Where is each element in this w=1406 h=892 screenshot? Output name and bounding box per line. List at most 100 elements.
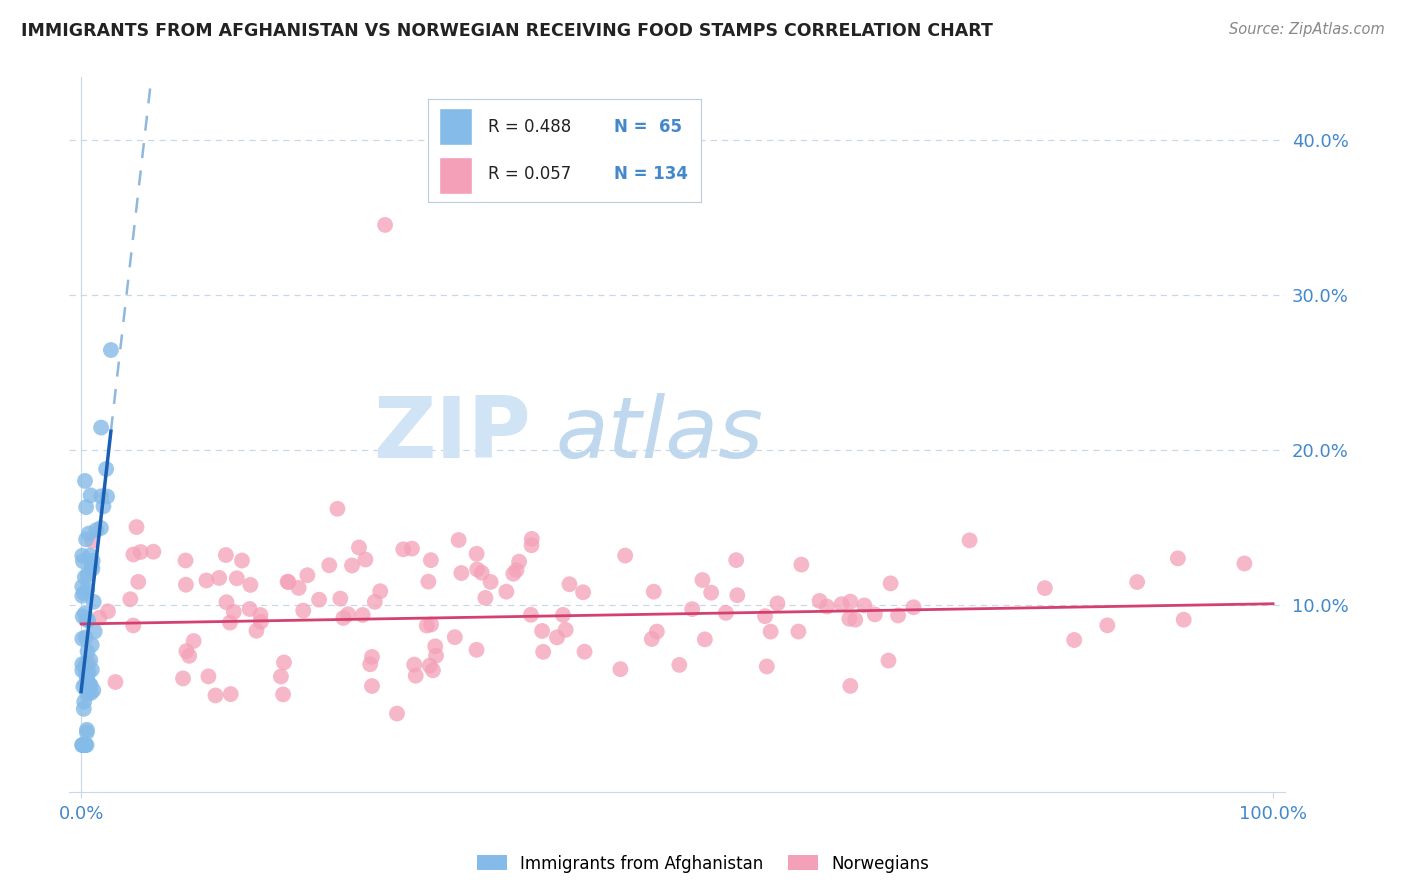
Point (450, 566, 472, 580)
Point (195, 574, 218, 588)
Point (725, 553, 748, 567)
Point (759, 624, 782, 639)
Point (838, 612, 860, 626)
Text: Source: ZipAtlas.com: Source: ZipAtlas.com (1229, 22, 1385, 37)
Point (277, 575, 299, 590)
Point (374, 218, 396, 232)
Point (385, 706, 408, 721)
Point (76, 669, 98, 683)
Point (318, 558, 340, 573)
Point (125, 520, 148, 534)
Point (418, 574, 440, 589)
Point (364, 595, 387, 609)
Point (520, 607, 543, 622)
Point (790, 558, 813, 572)
Point (787, 624, 810, 639)
Point (354, 552, 377, 566)
Point (222, 605, 245, 619)
Point (72, 632, 94, 646)
Point (75, 660, 97, 674)
Point (76, 725, 98, 739)
Point (73, 586, 96, 600)
Point (75, 738, 97, 752)
Point (903, 600, 925, 615)
Point (839, 679, 862, 693)
Point (72, 680, 94, 694)
Legend: Immigrants from Afghanistan, Norwegians: Immigrants from Afghanistan, Norwegians (470, 848, 936, 880)
Point (72, 664, 94, 678)
Point (197, 669, 219, 683)
Point (574, 645, 596, 659)
Point (225, 571, 247, 585)
Point (645, 624, 668, 639)
Point (668, 657, 690, 672)
Point (75, 665, 97, 680)
Point (572, 585, 595, 599)
Point (853, 599, 876, 613)
Point (75, 612, 97, 626)
Point (554, 623, 576, 637)
Point (297, 568, 319, 582)
Point (1033, 581, 1056, 595)
Point (179, 648, 201, 663)
Point (520, 538, 543, 552)
Point (520, 532, 543, 546)
Point (76, 671, 98, 685)
Point (1063, 632, 1085, 647)
Point (183, 634, 205, 648)
Point (239, 578, 262, 592)
Point (887, 608, 910, 623)
Point (82, 554, 104, 568)
Point (368, 584, 391, 599)
Point (90, 489, 112, 503)
Point (700, 585, 723, 599)
Point (443, 630, 465, 644)
Point (129, 545, 152, 559)
Point (120, 592, 142, 607)
Point (84, 523, 107, 537)
Point (641, 632, 664, 646)
Point (273, 656, 295, 670)
Point (352, 607, 374, 622)
Point (73, 695, 96, 709)
Point (90, 420, 112, 434)
Point (72, 738, 94, 752)
Point (754, 609, 776, 624)
Point (844, 613, 866, 627)
Point (505, 563, 527, 577)
Point (72, 738, 94, 752)
Point (83, 595, 105, 609)
Point (72, 549, 94, 563)
Point (73, 607, 96, 621)
Point (479, 574, 502, 589)
Point (142, 544, 165, 558)
Point (531, 624, 554, 638)
Point (72, 554, 94, 568)
Point (420, 617, 443, 632)
Point (75, 657, 97, 671)
Point (80, 638, 103, 652)
Point (174, 553, 197, 567)
Point (340, 558, 363, 573)
Point (76, 687, 98, 701)
Point (692, 573, 714, 587)
Point (174, 578, 197, 592)
Point (1167, 551, 1189, 566)
Point (614, 549, 637, 563)
Point (93, 500, 115, 514)
Point (405, 669, 427, 683)
Text: atlas: atlas (555, 393, 763, 476)
Point (271, 687, 294, 701)
Point (76, 582, 98, 597)
Point (419, 553, 441, 567)
Point (815, 599, 838, 614)
Point (76, 644, 98, 658)
Point (80, 488, 103, 502)
Point (82, 683, 104, 698)
Point (404, 657, 426, 672)
Point (551, 607, 574, 622)
Point (219, 615, 242, 630)
Point (75, 738, 97, 752)
Point (80, 663, 103, 677)
Point (75, 533, 97, 547)
